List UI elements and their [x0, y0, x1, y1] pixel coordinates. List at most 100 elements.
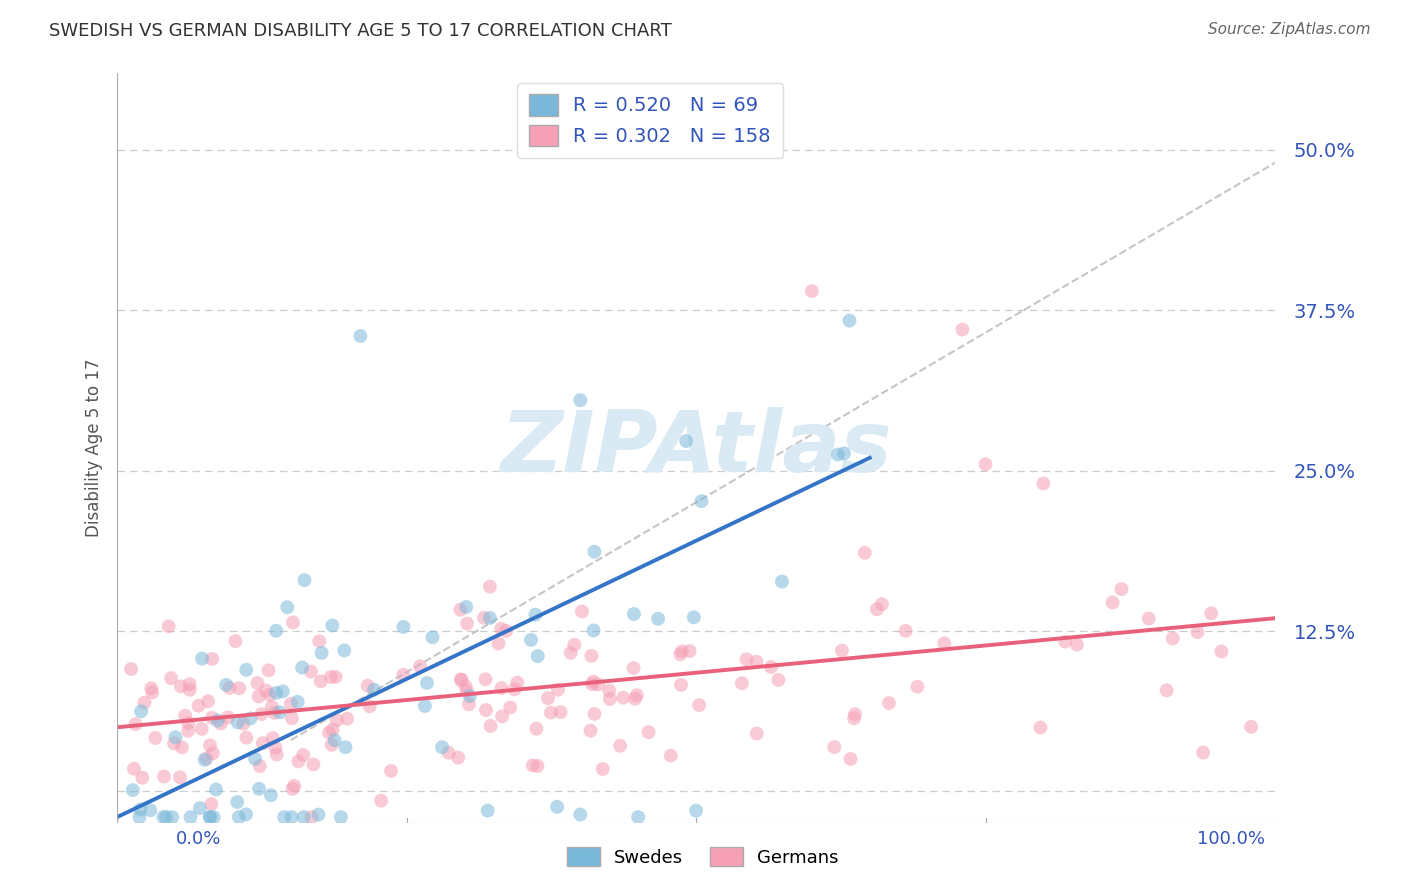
- Point: [609, 739, 631, 753]
- Point: [1192, 746, 1215, 760]
- Point: [302, 757, 325, 772]
- Point: [489, 622, 512, 636]
- Point: [273, 810, 295, 824]
- Point: [264, 686, 287, 700]
- Point: [491, 709, 513, 723]
- Point: [205, 782, 228, 797]
- Point: [336, 712, 359, 726]
- Point: [294, 573, 316, 587]
- Point: [179, 677, 201, 691]
- Point: [823, 740, 845, 755]
- Point: [170, 679, 193, 693]
- Point: [311, 646, 333, 660]
- Point: [537, 691, 560, 706]
- Point: [562, 638, 585, 652]
- Point: [569, 807, 592, 822]
- Point: [357, 679, 380, 693]
- Point: [827, 448, 849, 462]
- Point: [215, 678, 238, 692]
- Point: [257, 664, 280, 678]
- Point: [120, 662, 142, 676]
- Point: [301, 810, 323, 824]
- Point: [226, 715, 249, 730]
- Point: [800, 284, 823, 298]
- Point: [449, 603, 471, 617]
- Point: [669, 678, 692, 692]
- Point: [479, 719, 502, 733]
- Point: [413, 698, 436, 713]
- Point: [281, 711, 304, 725]
- Point: [121, 783, 143, 797]
- Point: [735, 652, 758, 666]
- Point: [179, 682, 201, 697]
- Point: [190, 722, 212, 736]
- Point: [1211, 644, 1233, 658]
- Point: [322, 723, 344, 737]
- Point: [235, 663, 257, 677]
- Point: [475, 703, 498, 717]
- Point: [546, 799, 568, 814]
- Point: [905, 680, 928, 694]
- Point: [188, 801, 211, 815]
- Point: [499, 700, 522, 714]
- Point: [239, 711, 262, 725]
- Point: [252, 736, 274, 750]
- Point: [291, 660, 314, 674]
- Point: [157, 619, 180, 633]
- Point: [671, 644, 693, 658]
- Point: [228, 810, 250, 824]
- Point: [129, 802, 152, 816]
- Point: [243, 752, 266, 766]
- Point: [768, 673, 790, 687]
- Point: [165, 730, 187, 744]
- Point: [612, 690, 634, 705]
- Point: [550, 705, 572, 719]
- Point: [228, 681, 250, 696]
- Point: [280, 697, 302, 711]
- Point: [191, 651, 214, 665]
- Point: [281, 615, 304, 630]
- Point: [456, 684, 478, 698]
- Point: [974, 457, 997, 471]
- Point: [349, 329, 371, 343]
- Point: [581, 648, 603, 663]
- Point: [200, 797, 222, 811]
- Point: [685, 804, 707, 818]
- Point: [745, 655, 768, 669]
- Point: [659, 748, 682, 763]
- Legend: R = 0.520   N = 69, R = 0.302   N = 158: R = 0.520 N = 69, R = 0.302 N = 158: [517, 83, 783, 158]
- Point: [325, 670, 347, 684]
- Point: [262, 731, 284, 745]
- Point: [194, 753, 217, 767]
- Point: [141, 681, 163, 696]
- Point: [319, 670, 342, 684]
- Point: [264, 624, 287, 638]
- Point: [124, 717, 146, 731]
- Point: [456, 616, 478, 631]
- Point: [472, 611, 495, 625]
- Point: [259, 688, 281, 702]
- Point: [217, 710, 239, 724]
- Point: [134, 696, 156, 710]
- Point: [526, 759, 548, 773]
- Point: [934, 636, 956, 650]
- Point: [198, 810, 221, 824]
- Point: [247, 781, 270, 796]
- Point: [321, 738, 343, 752]
- Point: [547, 682, 569, 697]
- Point: [299, 665, 322, 679]
- Point: [1156, 683, 1178, 698]
- Point: [269, 706, 291, 720]
- Point: [866, 602, 889, 616]
- Point: [187, 698, 209, 713]
- Point: [579, 723, 602, 738]
- Point: [163, 737, 186, 751]
- Point: [526, 649, 548, 664]
- Point: [478, 611, 501, 625]
- Point: [370, 794, 392, 808]
- Point: [520, 632, 543, 647]
- Point: [731, 676, 754, 690]
- Point: [359, 699, 381, 714]
- Point: [292, 747, 315, 762]
- Point: [560, 646, 582, 660]
